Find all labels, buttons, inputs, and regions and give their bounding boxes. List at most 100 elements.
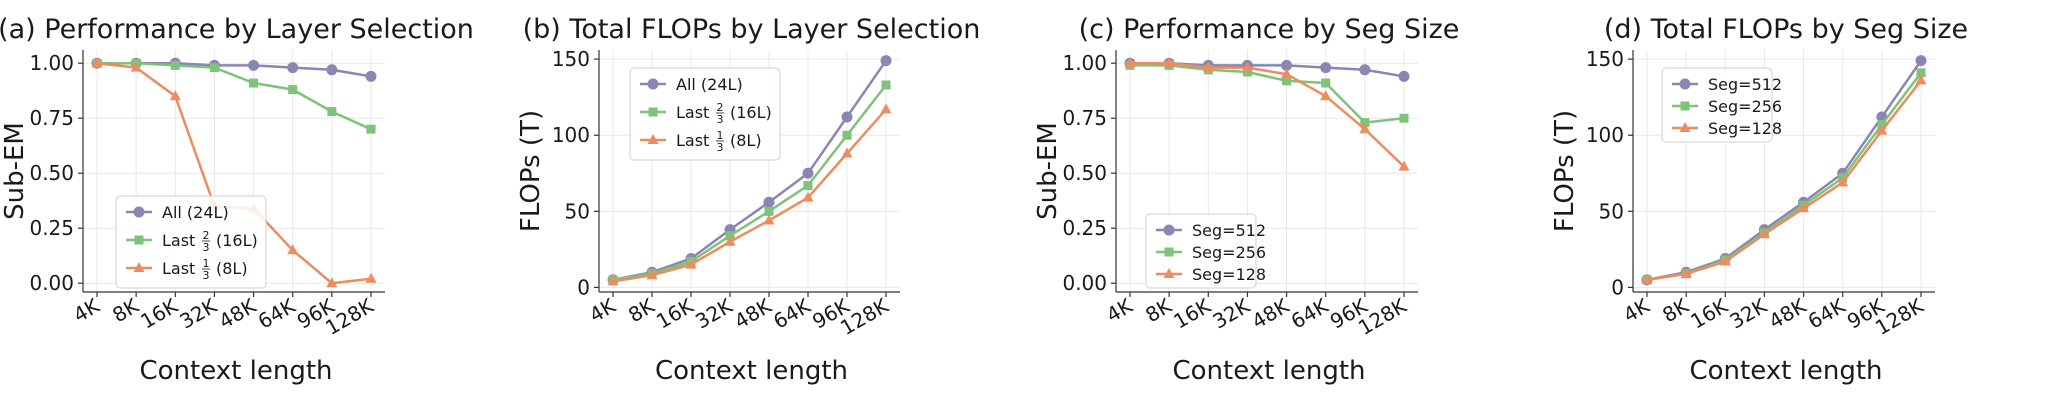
data-point bbox=[366, 124, 376, 134]
data-point bbox=[1359, 123, 1371, 134]
legend-label: All (24L) bbox=[676, 75, 743, 94]
x-tick-label: 4K bbox=[585, 293, 620, 327]
data-point bbox=[1163, 57, 1175, 68]
legend-label: Seg=256 bbox=[1708, 97, 1782, 116]
series-3 bbox=[607, 103, 892, 286]
data-point bbox=[1399, 113, 1409, 123]
y-tick-label: 50 bbox=[565, 199, 590, 223]
legend-fraction: 23 bbox=[716, 101, 724, 126]
data-point bbox=[685, 258, 697, 269]
data-point bbox=[365, 272, 377, 283]
series-line bbox=[1646, 59, 1923, 282]
legend-label-main: All (24L) bbox=[676, 75, 743, 94]
data-point bbox=[724, 235, 736, 246]
data-point bbox=[1876, 124, 1888, 135]
data-point bbox=[646, 269, 658, 280]
data-point bbox=[1719, 255, 1731, 266]
legend-marker bbox=[1679, 122, 1691, 132]
y-tick-label: 0.75 bbox=[29, 106, 74, 130]
x-axis-label: Context length bbox=[655, 356, 848, 386]
series-line bbox=[612, 84, 887, 282]
data-point bbox=[880, 55, 892, 67]
data-point bbox=[1758, 228, 1770, 239]
legend-marker bbox=[1163, 224, 1175, 236]
data-point bbox=[802, 167, 814, 179]
series-line bbox=[612, 59, 888, 282]
data-point bbox=[1320, 90, 1332, 101]
data-point bbox=[1360, 118, 1370, 128]
y-tick-label: 100 bbox=[552, 123, 590, 147]
data-point bbox=[327, 107, 337, 117]
data-point bbox=[880, 103, 892, 114]
fraction-numerator: 1 bbox=[203, 257, 210, 270]
data-point bbox=[763, 214, 775, 225]
data-point bbox=[326, 277, 338, 288]
legend-label-suffix: (8L) bbox=[730, 131, 762, 150]
legend-label: Last bbox=[162, 259, 195, 278]
series-line bbox=[1130, 61, 1405, 168]
legend-label-main: Seg=512 bbox=[1192, 221, 1266, 240]
legend: Seg=512 Seg=256 Seg=128 bbox=[1661, 67, 1782, 143]
x-tick-label: 4K bbox=[1102, 293, 1137, 327]
chart-title: (d) Total FLOPs by Seg Size bbox=[1604, 14, 1968, 45]
chart-title: (c) Performance by Seg Size bbox=[1079, 14, 1460, 45]
chart-title: (a) Performance by Layer Selection bbox=[0, 14, 474, 45]
legend-marker bbox=[1679, 78, 1691, 90]
y-axis-label: FLOPs (T) bbox=[516, 110, 546, 232]
data-point bbox=[842, 130, 852, 140]
series-3 bbox=[1124, 57, 1410, 171]
x-tick-label: 8K bbox=[108, 293, 143, 327]
data-point bbox=[841, 147, 853, 158]
y-tick-label: 0 bbox=[577, 275, 590, 299]
x-tick-label: 8K bbox=[1141, 293, 1176, 327]
legend-label-suffix: (16L) bbox=[216, 231, 258, 250]
fraction-denominator: 3 bbox=[717, 141, 724, 154]
data-point bbox=[1398, 160, 1410, 171]
data-point bbox=[326, 64, 338, 76]
legend-label: Seg=128 bbox=[1708, 119, 1782, 138]
legend-label-main: Seg=128 bbox=[1192, 265, 1266, 284]
legend-label-main: Seg=256 bbox=[1708, 97, 1782, 116]
x-axis-label: Context length bbox=[1173, 356, 1366, 386]
legend-fraction: 13 bbox=[716, 129, 724, 154]
data-point bbox=[1202, 61, 1214, 72]
data-point bbox=[803, 180, 813, 190]
legend-marker bbox=[647, 134, 659, 144]
fraction-denominator: 3 bbox=[717, 113, 724, 126]
y-axis-label: Sub-EM bbox=[0, 122, 30, 220]
legend-label-suffix: (8L) bbox=[216, 259, 248, 278]
x-tick-label: 8K bbox=[624, 293, 659, 327]
data-point bbox=[209, 63, 219, 73]
legend-label: Last bbox=[676, 103, 709, 122]
data-point bbox=[365, 70, 377, 82]
x-tick-label: 8K bbox=[1658, 293, 1693, 327]
y-tick-label: 150 bbox=[1586, 47, 1624, 71]
data-point bbox=[1398, 70, 1410, 82]
legend-marker bbox=[133, 262, 145, 272]
legend-label: Last bbox=[676, 131, 709, 150]
y-tick-label: 0.25 bbox=[1062, 216, 1107, 240]
data-point bbox=[1915, 55, 1927, 67]
series-line bbox=[97, 61, 372, 131]
data-point bbox=[841, 111, 853, 123]
legend-label: Seg=256 bbox=[1192, 243, 1266, 262]
data-point bbox=[1321, 78, 1331, 88]
y-tick-label: 100 bbox=[1586, 123, 1624, 147]
fraction-numerator: 2 bbox=[203, 229, 210, 242]
y-tick-label: 0.00 bbox=[29, 271, 74, 295]
data-point bbox=[881, 80, 891, 90]
data-point bbox=[287, 62, 299, 74]
x-tick-label: 4K bbox=[1619, 293, 1654, 327]
y-tick-label: 0.00 bbox=[1062, 271, 1107, 295]
legend-label-main: All (24L) bbox=[162, 203, 229, 222]
y-axis-label: Sub-EM bbox=[1033, 122, 1063, 220]
fraction-denominator: 3 bbox=[203, 241, 210, 254]
y-tick-label: 150 bbox=[552, 47, 590, 71]
data-point bbox=[1916, 68, 1926, 78]
legend-label: Seg=128 bbox=[1192, 265, 1266, 284]
y-tick-label: 1.00 bbox=[1062, 51, 1107, 75]
